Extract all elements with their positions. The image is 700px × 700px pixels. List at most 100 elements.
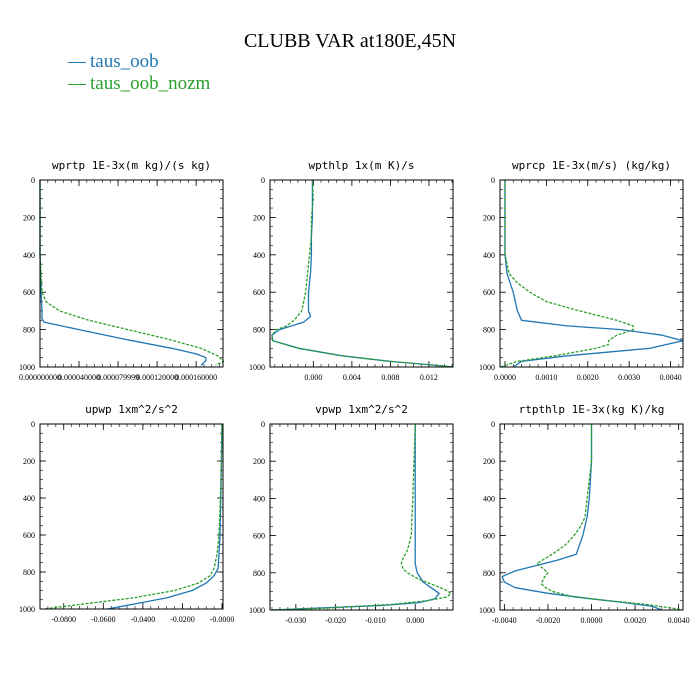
panel-title: wpthlp 1x(m K)/s xyxy=(309,159,415,172)
y-tick-label: 800 xyxy=(253,326,265,335)
x-tick-label: 0.008 xyxy=(381,373,399,382)
y-tick-label: 0 xyxy=(261,420,265,429)
plot-frame xyxy=(269,423,454,611)
panel-2: wpthlp 1x(m K)/s 0 200 400 600 800 1000 0.000 0.… xyxy=(249,159,454,382)
y-tick-label: 800 xyxy=(23,568,35,577)
y-tick-label: 1000 xyxy=(249,606,265,615)
y-tick-label: 400 xyxy=(253,251,265,260)
plot-frame xyxy=(269,179,454,368)
panel-title: upwp 1xm^2/s^2 xyxy=(85,403,178,416)
y-tick-label: 200 xyxy=(23,213,35,222)
series-line-taus-oob-nozm xyxy=(43,423,223,610)
series-line-taus-oob xyxy=(271,180,454,368)
y-tick-label: 600 xyxy=(483,532,495,541)
series-line-taus-oob-nozm xyxy=(271,179,454,368)
x-tick-label: 0.0000 xyxy=(494,373,516,382)
y-tick-label: 1000 xyxy=(19,363,35,372)
x-tick-label: 0.0000 xyxy=(581,616,603,625)
panel-title: wprtp 1E-3x(m kg)/(s kg) xyxy=(52,159,211,172)
y-tick-label: 1000 xyxy=(479,363,495,372)
panel-1: wprtp 1E-3x(m kg)/(s kg) 0 200 400 600 800 100… xyxy=(19,159,225,382)
x-tick-label: -0.0000 xyxy=(210,615,235,624)
y-tick-label: 600 xyxy=(483,288,495,297)
plot-frame xyxy=(499,179,684,368)
legend-item-taus-oob-nozm: taus_oob_nozm xyxy=(68,73,210,95)
y-tick-label: 400 xyxy=(23,251,35,260)
x-tick-label: 0.012 xyxy=(420,373,438,382)
panel-title: wprcp 1E-3x(m/s) (kg/kg) xyxy=(512,159,671,172)
y-tick-label: 800 xyxy=(483,326,495,335)
series-line-taus-oob-nozm xyxy=(536,424,684,611)
x-tick-label: 0.000120000 xyxy=(136,373,178,382)
y-tick-label: 800 xyxy=(253,569,265,578)
x-tick-label: 0.000160000 xyxy=(175,373,217,382)
panel-6: rtpthlp 1E-3x(kg K)/kg02004006008001000-… xyxy=(479,403,690,625)
y-tick-label: 0 xyxy=(31,176,35,185)
x-tick-label: 0.000000000 xyxy=(19,373,61,382)
x-tick-label: 0.0020 xyxy=(624,616,646,625)
y-tick-label: 400 xyxy=(483,251,495,260)
y-tick-label: 1000 xyxy=(19,605,35,614)
y-tick-label: 0 xyxy=(261,176,265,185)
x-tick-label: 0.0040 xyxy=(668,616,690,625)
y-tick-label: 1000 xyxy=(249,363,265,372)
series-line-taus-oob-nozm xyxy=(39,180,225,366)
y-tick-label: 400 xyxy=(253,494,265,503)
y-tick-label: 800 xyxy=(23,326,35,335)
panel-3: wprcp 1E-3x(m/s) (kg/kg) 0 200 400 600 800 100… xyxy=(479,159,684,382)
legend-label-taus-oob-nozm: taus_oob_nozm xyxy=(90,73,211,94)
series-line-taus-oob xyxy=(107,423,223,610)
x-tick-label: -0.030 xyxy=(286,616,307,625)
y-tick-label: 400 xyxy=(483,494,495,503)
panel-title: vpwp 1xm^2/s^2 xyxy=(315,403,408,416)
y-tick-label: 200 xyxy=(253,457,265,466)
y-tick-label: 200 xyxy=(23,457,35,466)
x-tick-label: 0.0010 xyxy=(535,373,557,382)
plot-frame xyxy=(499,423,684,611)
plot-frame xyxy=(39,179,224,368)
figure-title: CLUBB VAR at180E,45N xyxy=(243,30,457,52)
y-tick-label: 800 xyxy=(483,569,495,578)
x-tick-label: 0.000 xyxy=(304,373,322,382)
y-tick-label: 0 xyxy=(491,420,495,429)
x-tick-label: -0.010 xyxy=(365,616,386,625)
legend-swatch-taus-oob-nozm xyxy=(68,84,86,86)
x-tick-label: 0.000 xyxy=(406,616,424,625)
x-tick-label: 0.0040 xyxy=(660,373,682,382)
panel-5: vpwp 1xm^2/s^2 0 200 400 600 800 1000 -0.030 -0.… xyxy=(249,403,454,625)
series-line-taus-oob xyxy=(501,424,662,611)
x-tick-label: -0.0600 xyxy=(91,615,116,624)
x-tick-label: -0.0040 xyxy=(492,616,517,625)
plot-frame xyxy=(39,423,224,610)
x-tick-label: 0.0030 xyxy=(618,373,640,382)
y-tick-label: 200 xyxy=(483,213,495,222)
legend-label-taus-oob: taus_oob xyxy=(90,51,159,72)
y-tick-label: 0 xyxy=(491,176,495,185)
x-tick-label: -0.0800 xyxy=(51,615,76,624)
panel-title: rtpthlp 1E-3x(kg K)/kg xyxy=(519,403,665,416)
y-tick-label: 0 xyxy=(31,420,35,429)
y-tick-label: 600 xyxy=(23,531,35,540)
series-line-taus-oob xyxy=(39,180,207,366)
x-tick-label: 0.0020 xyxy=(577,373,599,382)
y-tick-label: 200 xyxy=(483,457,495,466)
x-tick-label: -0.0020 xyxy=(536,616,561,625)
x-tick-label: 0.004 xyxy=(343,373,361,382)
legend-item-taus-oob: taus_oob xyxy=(68,51,159,73)
y-tick-label: 600 xyxy=(253,288,265,297)
series-line-taus-oob xyxy=(504,180,684,368)
x-tick-label: 0.000079999 xyxy=(97,373,139,382)
series-line-taus-oob-nozm xyxy=(500,180,634,368)
series-line-taus-oob-nozm xyxy=(271,423,452,611)
x-tick-label: -0.020 xyxy=(325,616,346,625)
x-tick-label: -0.0400 xyxy=(131,615,156,624)
y-tick-label: 400 xyxy=(23,494,35,503)
panel-4: upwp 1xm^2/s^2 0 200 400 600 800 1000 -0.0800 -0… xyxy=(19,403,234,624)
y-tick-label: 600 xyxy=(253,532,265,541)
legend-swatch-taus-oob xyxy=(68,62,86,64)
x-tick-label: -0.0200 xyxy=(170,615,195,624)
x-tick-label: 0.000040000 xyxy=(58,373,100,382)
y-tick-label: 600 xyxy=(23,288,35,297)
y-tick-label: 1000 xyxy=(479,606,495,615)
